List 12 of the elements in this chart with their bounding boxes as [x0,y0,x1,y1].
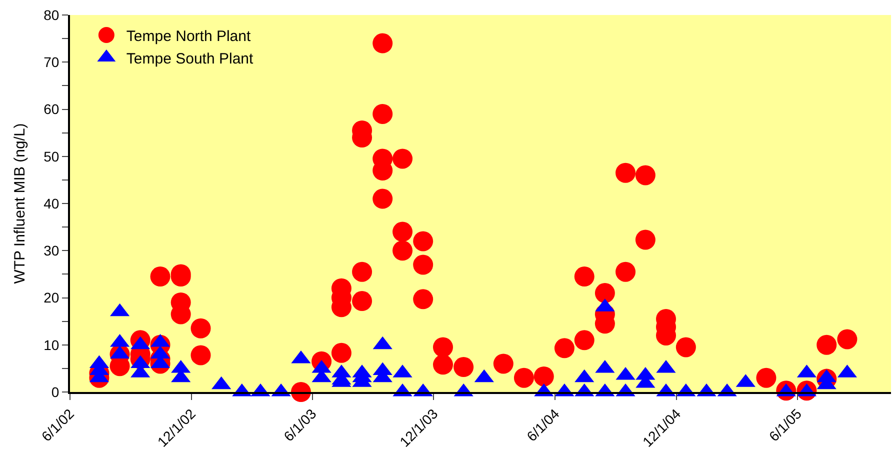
y-tick-label: 70 [44,54,60,70]
legend-label: Tempe South Plant [126,50,254,68]
y-tick-label: 80 [44,6,60,23]
y-tick-label: 50 [44,148,60,164]
y-tick-label: 30 [44,242,60,259]
legend-label: Tempe North Plant [126,28,252,45]
y-tick-label: 40 [44,195,60,212]
y-tick-label: 60 [44,101,60,118]
y-axis-title: WTP Influent MIB (ng/L) [11,123,28,284]
y-tick-label: 20 [44,290,60,306]
y-tick-label: 0 [51,384,60,400]
y-tick-label: 10 [44,336,60,353]
